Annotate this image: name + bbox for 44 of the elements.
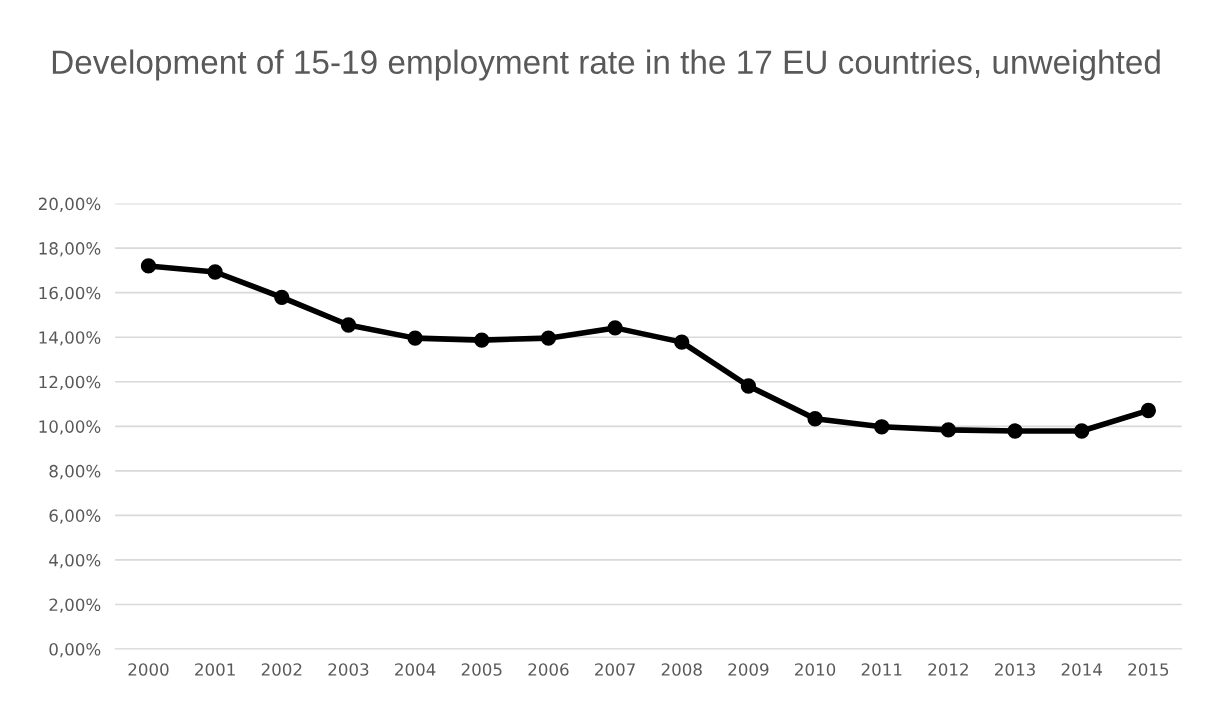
y-tick-label: 20,00% [38,197,101,212]
chart-title: Development of 15-19 employment rate in the 17 EU countries, unweighted [52,49,1160,81]
y-tick-label: 0,00% [49,642,101,658]
y-tick-label: 8,00% [49,464,101,480]
point [274,289,290,306]
point [140,258,157,274]
point [674,334,690,350]
x-tick-label: 2011 [861,663,902,676]
point [807,411,823,427]
point [474,332,490,348]
y-tick-label: 14,00% [39,331,101,346]
point [340,317,357,333]
point [1140,402,1157,419]
x-tick-label: 2014 [1061,663,1102,676]
point [740,378,757,394]
y-tick-label: 4,00% [49,553,101,569]
x-tick-label: 2005 [461,663,502,676]
point [940,422,957,438]
x-tick-label: 2002 [261,663,302,676]
y-tick-label: 2,00% [49,598,101,613]
x-tick-label: 2015 [1128,663,1169,676]
x-tick-label: 2000 [128,663,169,676]
x-tick-label: 2004 [395,663,436,676]
x-tick-label: 2003 [328,663,369,676]
y-tick-label: 18,00% [39,242,101,257]
point [207,264,223,280]
point [874,419,890,435]
x-tick-label: 2006 [528,663,569,676]
x-tick-label: 2007 [595,663,635,676]
point [607,320,623,336]
y-tick-label: 16,00% [39,286,101,301]
x-tick-label: 2010 [795,663,836,676]
x-tick-label: 2008 [661,663,702,676]
point [540,330,557,346]
point [407,330,423,346]
y-tick-label: 6,00% [49,509,101,524]
point [1074,423,1090,439]
x-tick-label: 2013 [995,663,1035,676]
point [1007,423,1023,439]
x-tick-label: 2012 [928,663,968,676]
y-tick-label: 10,00% [39,420,101,435]
x-tick-label: 2001 [195,663,235,676]
x-tick-label: 2009 [728,663,769,676]
y-tick-label: 12,00% [39,375,101,391]
